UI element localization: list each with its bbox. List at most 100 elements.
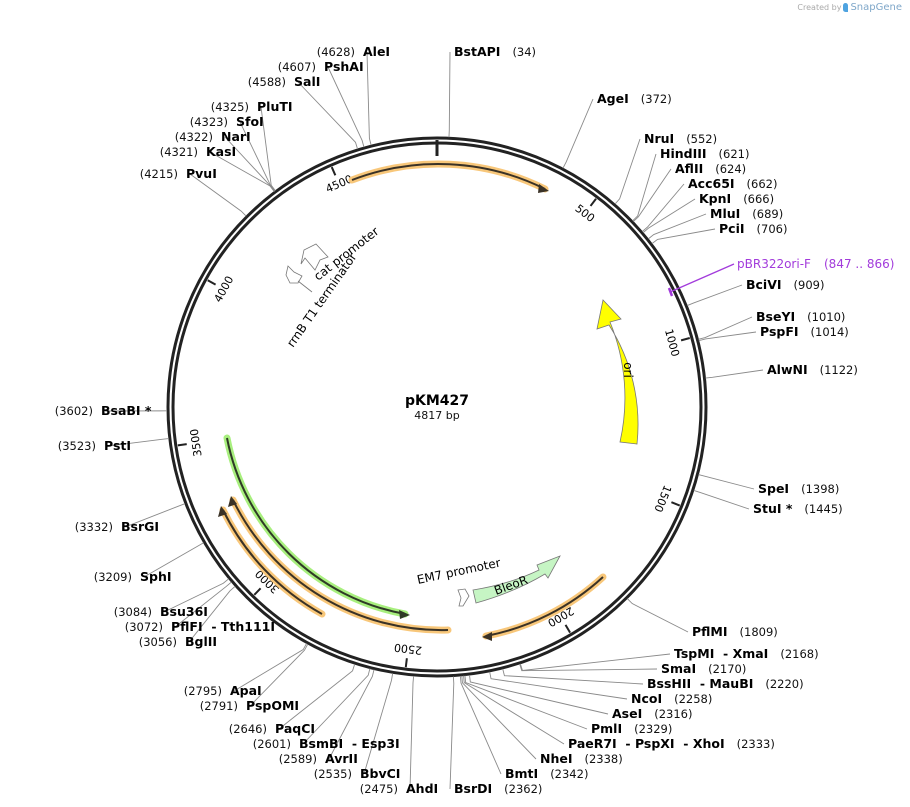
enzyme-name: PstI	[104, 438, 131, 453]
enzyme-site-avrii[interactable]: AvrII (2589)	[279, 751, 358, 766]
enzyme-site-pspomi[interactable]: PspOMI (2791)	[200, 698, 299, 713]
enzyme-name: BstAPI	[454, 44, 500, 59]
enzyme-site-psti[interactable]: PstI (3523)	[58, 438, 131, 453]
enzyme-position: (2220)	[765, 677, 803, 691]
enzyme-position: (2333)	[737, 737, 775, 751]
enzyme-site-pflfi[interactable]: PflFI - Tth111I (3072)	[125, 619, 275, 634]
tick-mark	[330, 166, 337, 176]
enzyme-site-sali[interactable]: SalI (4588)	[248, 74, 321, 89]
enzyme-site-bsabi[interactable]: BsaBI * (3602)	[55, 403, 152, 418]
primer-pbr322ori-f[interactable]: pBR322ori-F (847 .. 866)	[667, 257, 894, 297]
enzyme-name: BmtI	[505, 766, 538, 781]
enzyme-leader-line	[174, 581, 232, 628]
enzyme-site-alwni[interactable]: AlwNI (1122)	[767, 362, 858, 377]
enzyme-site-bseyi[interactable]: BseYI (1010)	[756, 309, 845, 324]
enzyme-site-ncoi[interactable]: NcoI (2258)	[631, 691, 712, 706]
tick-mark	[680, 337, 691, 342]
em7-promoter-label: EM7 promoter	[416, 556, 502, 587]
enzyme-site-bsrgi[interactable]: BsrGI (3332)	[75, 519, 159, 534]
enzyme-site-kasi[interactable]: KasI (4321)	[160, 144, 236, 159]
enzyme-site-agei[interactable]: AgeI (372)	[597, 91, 672, 106]
enzyme-site-nhei[interactable]: NheI (2338)	[540, 751, 623, 766]
enzyme-site-pflmi[interactable]: PflMI (1809)	[692, 624, 778, 639]
bleor-label: BleoR	[492, 573, 529, 598]
enzyme-name: NcoI	[631, 691, 662, 706]
enzyme-site-spei[interactable]: SpeI (1398)	[758, 481, 839, 496]
enzyme-site-bstapi[interactable]: BstAPI (34)	[454, 44, 536, 59]
enzyme-site-bsu36i[interactable]: Bsu36I (3084)	[114, 604, 208, 619]
feature-ori[interactable]: ori	[596, 299, 639, 445]
enzyme-site-bglii[interactable]: BglII (3056)	[139, 634, 217, 649]
enzyme-site-ahdi[interactable]: AhdI (2475)	[360, 781, 438, 796]
enzyme-leader-line	[698, 316, 753, 340]
enzyme-leader-line	[124, 503, 186, 528]
enzyme-position: (624)	[715, 162, 746, 176]
enzyme-site-smai[interactable]: SmaI (2170)	[661, 661, 746, 676]
enzyme-site-pspfi[interactable]: PspFI (1014)	[760, 324, 849, 339]
enzyme-position: (2475)	[360, 782, 398, 796]
tick-mark	[253, 587, 262, 596]
enzyme-site-bsshii[interactable]: BssHII - MauBI (2220)	[647, 676, 804, 691]
enzyme-position: (2646)	[229, 722, 267, 736]
enzyme-position: (2795)	[184, 684, 222, 698]
tick-mark	[177, 443, 187, 447]
enzyme-name: BbvCI	[360, 766, 400, 781]
enzyme-site-hindiii[interactable]: HindIII (621)	[660, 146, 749, 161]
enzyme-site-paqci[interactable]: PaqCI (2646)	[229, 721, 315, 736]
enzyme-name: PaqCI	[275, 721, 315, 736]
enzyme-position: (3332)	[75, 520, 113, 534]
enzyme-site-nrui[interactable]: NruI (552)	[644, 131, 717, 146]
enzyme-site-acc65i[interactable]: Acc65I (662)	[688, 176, 777, 191]
enzyme-site-pvui[interactable]: PvuI (4215)	[140, 166, 217, 181]
enzyme-position: (2791)	[200, 699, 238, 713]
ori-label: ori	[621, 362, 635, 378]
feature-green-orf[interactable]	[223, 434, 410, 619]
enzyme-position: (2535)	[314, 767, 352, 781]
enzyme-position: (2342)	[550, 767, 588, 781]
enzyme-position: (1122)	[820, 363, 858, 377]
enzyme-leader-line	[632, 168, 672, 222]
enzyme-position: (4588)	[248, 75, 286, 89]
enzyme-site-bbvci[interactable]: BbvCI (2535)	[314, 766, 401, 781]
enzyme-site-sfoi[interactable]: SfoI (4323)	[190, 114, 264, 129]
enzyme-site-sphi[interactable]: SphI (3209)	[94, 569, 172, 584]
enzyme-leader-line	[302, 668, 371, 745]
enzyme-site-aflii[interactable]: AflII (624)	[675, 161, 746, 176]
enzyme-name: BsrGI	[121, 519, 159, 534]
enzyme-site-bmti[interactable]: BmtI (2342)	[505, 766, 588, 781]
enzyme-name: ApaI	[230, 683, 262, 698]
credit-brand: SnapGene	[850, 2, 902, 13]
enzyme-site-apai[interactable]: ApaI (2795)	[184, 683, 262, 698]
enzyme-site-pluti[interactable]: PluTI (4325)	[211, 99, 293, 114]
enzyme-site-pshai[interactable]: PshAI (4607)	[278, 59, 364, 74]
enzyme-position: (2601)	[253, 737, 291, 751]
enzyme-site-asei[interactable]: AseI (2316)	[612, 706, 693, 721]
enzyme-position: (1398)	[801, 482, 839, 496]
enzyme-site-bcivi[interactable]: BciVI (909)	[746, 277, 824, 292]
enzyme-name: NheI	[540, 751, 573, 766]
enzyme-name: AleI	[363, 44, 390, 59]
feature-orf-left-outer[interactable]	[218, 506, 326, 618]
enzyme-position: (666)	[743, 192, 774, 206]
feature-orf-top[interactable]	[348, 160, 549, 193]
enzyme-site-pmli[interactable]: PmlI (2329)	[591, 721, 672, 736]
feature-orf-left-inner[interactable]	[228, 496, 452, 634]
snapgene-credit: Created by SnapGene	[797, 2, 902, 13]
enzyme-site-paer7i[interactable]: PaeR7I - PspXI - XhoI (2333)	[568, 736, 775, 751]
enzyme-site-pcii[interactable]: PciI (706)	[719, 221, 787, 236]
enzyme-site-stui[interactable]: StuI * (1445)	[753, 501, 843, 516]
enzyme-site-bsmbi[interactable]: BsmBI - Esp3I (2601)	[253, 736, 400, 751]
enzyme-site-bsrdi[interactable]: BsrDI (2362)	[454, 781, 542, 796]
enzyme-site-mlui[interactable]: MluI (689)	[710, 206, 783, 221]
enzyme-leader-line	[233, 643, 307, 692]
enzyme-name: AvrII	[325, 751, 358, 766]
enzyme-site-alei[interactable]: AleI (4628)	[317, 44, 390, 59]
enzyme-site-kpni[interactable]: KpnI (666)	[699, 191, 774, 206]
feature-orf-2000[interactable]	[482, 573, 607, 641]
enzyme-position: (552)	[686, 132, 717, 146]
enzyme-name: BssHII - MauBI	[647, 676, 753, 691]
enzyme-site-tspmi[interactable]: TspMI - XmaI (2168)	[674, 646, 819, 661]
enzyme-site-nari[interactable]: NarI (4322)	[175, 129, 251, 144]
enzyme-position: (3602)	[55, 404, 93, 418]
